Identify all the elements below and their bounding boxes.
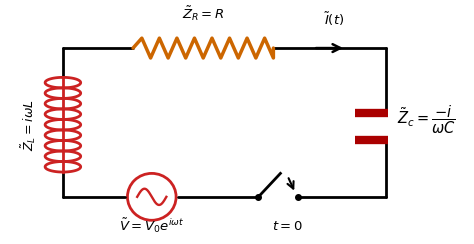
Text: $\tilde{I}(t)$: $\tilde{I}(t)$ [324, 10, 344, 28]
Text: $\tilde{V} = V_0 e^{i\omega t}$: $\tilde{V} = V_0 e^{i\omega t}$ [119, 217, 184, 235]
Text: $\tilde{Z}_R = R$: $\tilde{Z}_R = R$ [182, 5, 225, 23]
Text: $\tilde{Z}_c = \dfrac{-i}{\omega C}$: $\tilde{Z}_c = \dfrac{-i}{\omega C}$ [397, 104, 456, 136]
Text: $t = 0$: $t = 0$ [272, 220, 303, 233]
Text: $\tilde{Z}_L = i\omega L$: $\tilde{Z}_L = i\omega L$ [20, 99, 38, 151]
